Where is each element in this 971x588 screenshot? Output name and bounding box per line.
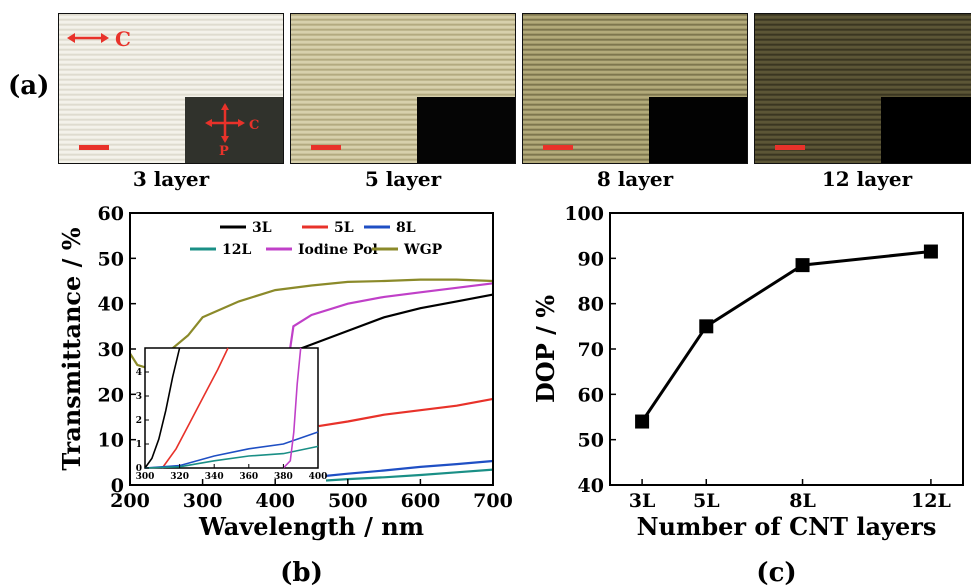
crossed-polarizer-inset [417, 97, 515, 163]
inset-series-line [144, 347, 181, 469]
inset-x-tick-label: 380 [274, 472, 293, 482]
arrow-label: C [115, 27, 131, 51]
inset-x-tick-label: 320 [170, 472, 189, 482]
series-line-12l [325, 468, 494, 482]
series-line-3l [274, 293, 494, 360]
x-tick-label: 3L [629, 490, 656, 512]
legend-label: 3L [252, 220, 272, 236]
inset-x-tick-label: 340 [205, 472, 224, 482]
panel-a-label: (a) [8, 71, 50, 101]
scale-bar [79, 145, 109, 150]
y-tick-label: 0 [111, 475, 124, 497]
x-tick-label: 700 [473, 490, 513, 512]
x-tick-label: 500 [328, 490, 368, 512]
inset-y-tick-label: 1 [136, 440, 142, 450]
transmittance-chart: 200 300 400 500 600 7000102030405060Wavelengt… [57, 203, 513, 588]
legend-label: 12L [222, 242, 251, 258]
micrograph-3-layer: C C P [58, 13, 284, 164]
crossed-polarizer-inset [881, 97, 971, 163]
orientation-arrow-icon: C [67, 27, 131, 51]
caption-3-layer: 3 layer [132, 167, 210, 191]
inset-y-tick-label: 4 [136, 368, 142, 378]
y-tick-label: 70 [578, 339, 604, 361]
cross-label-p: P [219, 144, 229, 157]
micrograph-8-layer [522, 13, 748, 164]
caption-12-layer: 12 layer [821, 167, 913, 191]
legend-label: 8L [396, 220, 416, 236]
inset-y-tick-label: 3 [136, 392, 142, 402]
polarizer-cross-icon: C P [205, 103, 259, 157]
caption-8-layer: 8 layer [596, 167, 674, 191]
inset-series-line [282, 347, 302, 469]
micrograph-5-layer [290, 13, 516, 164]
y-axis-label: DOP / % [531, 295, 560, 403]
y-axis-label: Transmittance / % [57, 227, 86, 470]
panel-b-label: (b) [280, 558, 323, 588]
legend-label: Iodine Pol [298, 242, 378, 258]
y-tick-label: 50 [98, 248, 124, 270]
y-tick-label: 80 [578, 294, 604, 316]
inset-y-tick-label: 2 [136, 416, 142, 426]
x-tick-label: 400 [255, 490, 295, 512]
scale-bar [775, 145, 805, 150]
caption-5-layer: 5 layer [364, 167, 442, 191]
x-tick-label: 12L [911, 490, 951, 512]
x-tick-label: 8L [789, 490, 816, 512]
dop-marker-12L [923, 244, 938, 259]
x-axis-label: Wavelength / nm [198, 512, 424, 541]
y-tick-label: 50 [578, 430, 604, 452]
scale-bar [311, 145, 341, 150]
inset-x-tick-label: 400 [309, 472, 328, 482]
y-tick-label: 30 [98, 339, 124, 361]
panel-c-label: (c) [756, 558, 796, 588]
crossed-polarizer-inset [649, 97, 747, 163]
y-tick-label: 60 [98, 203, 124, 225]
dop-marker-8L [795, 258, 810, 273]
y-tick-label: 60 [578, 384, 604, 406]
inset-x-tick-label: 300 [136, 472, 155, 482]
x-axis-label: Number of CNT layers [637, 512, 937, 541]
inset-x-tick-label: 360 [239, 472, 258, 482]
y-tick-label: 100 [564, 203, 604, 225]
x-tick-label: 600 [401, 490, 441, 512]
inset-frame [144, 347, 319, 469]
dop-marker-3L [635, 414, 650, 429]
y-tick-label: 90 [578, 248, 604, 270]
legend-label: WGP [403, 242, 443, 258]
inset-series-line [161, 347, 229, 469]
series-line-8l [325, 459, 494, 477]
y-tick-label: 40 [578, 475, 604, 497]
legend-label: 5L [334, 220, 354, 236]
x-tick-label: 200 [110, 490, 150, 512]
legend: 3L 5L 8L 12L Iodine Pol WGP [190, 220, 443, 258]
y-tick-label: 40 [98, 294, 124, 316]
y-tick-label: 10 [98, 430, 124, 452]
crossed-polarizer-inset [185, 97, 283, 163]
inset-series-line [144, 431, 319, 469]
scale-bar [543, 145, 573, 150]
series-line-5l [318, 397, 494, 428]
inset-y-tick-label: 0 [136, 464, 142, 474]
dop-line [640, 250, 932, 423]
cross-label-c: C [249, 118, 259, 133]
dop-marker-5L [699, 319, 714, 334]
series-line-iodine-pol [285, 282, 494, 377]
micrograph-12-layer [754, 13, 971, 164]
y-tick-label: 20 [98, 384, 124, 406]
x-tick-label: 300 [183, 490, 223, 512]
x-tick-label: 5L [693, 490, 720, 512]
inset-series-line [144, 445, 319, 469]
